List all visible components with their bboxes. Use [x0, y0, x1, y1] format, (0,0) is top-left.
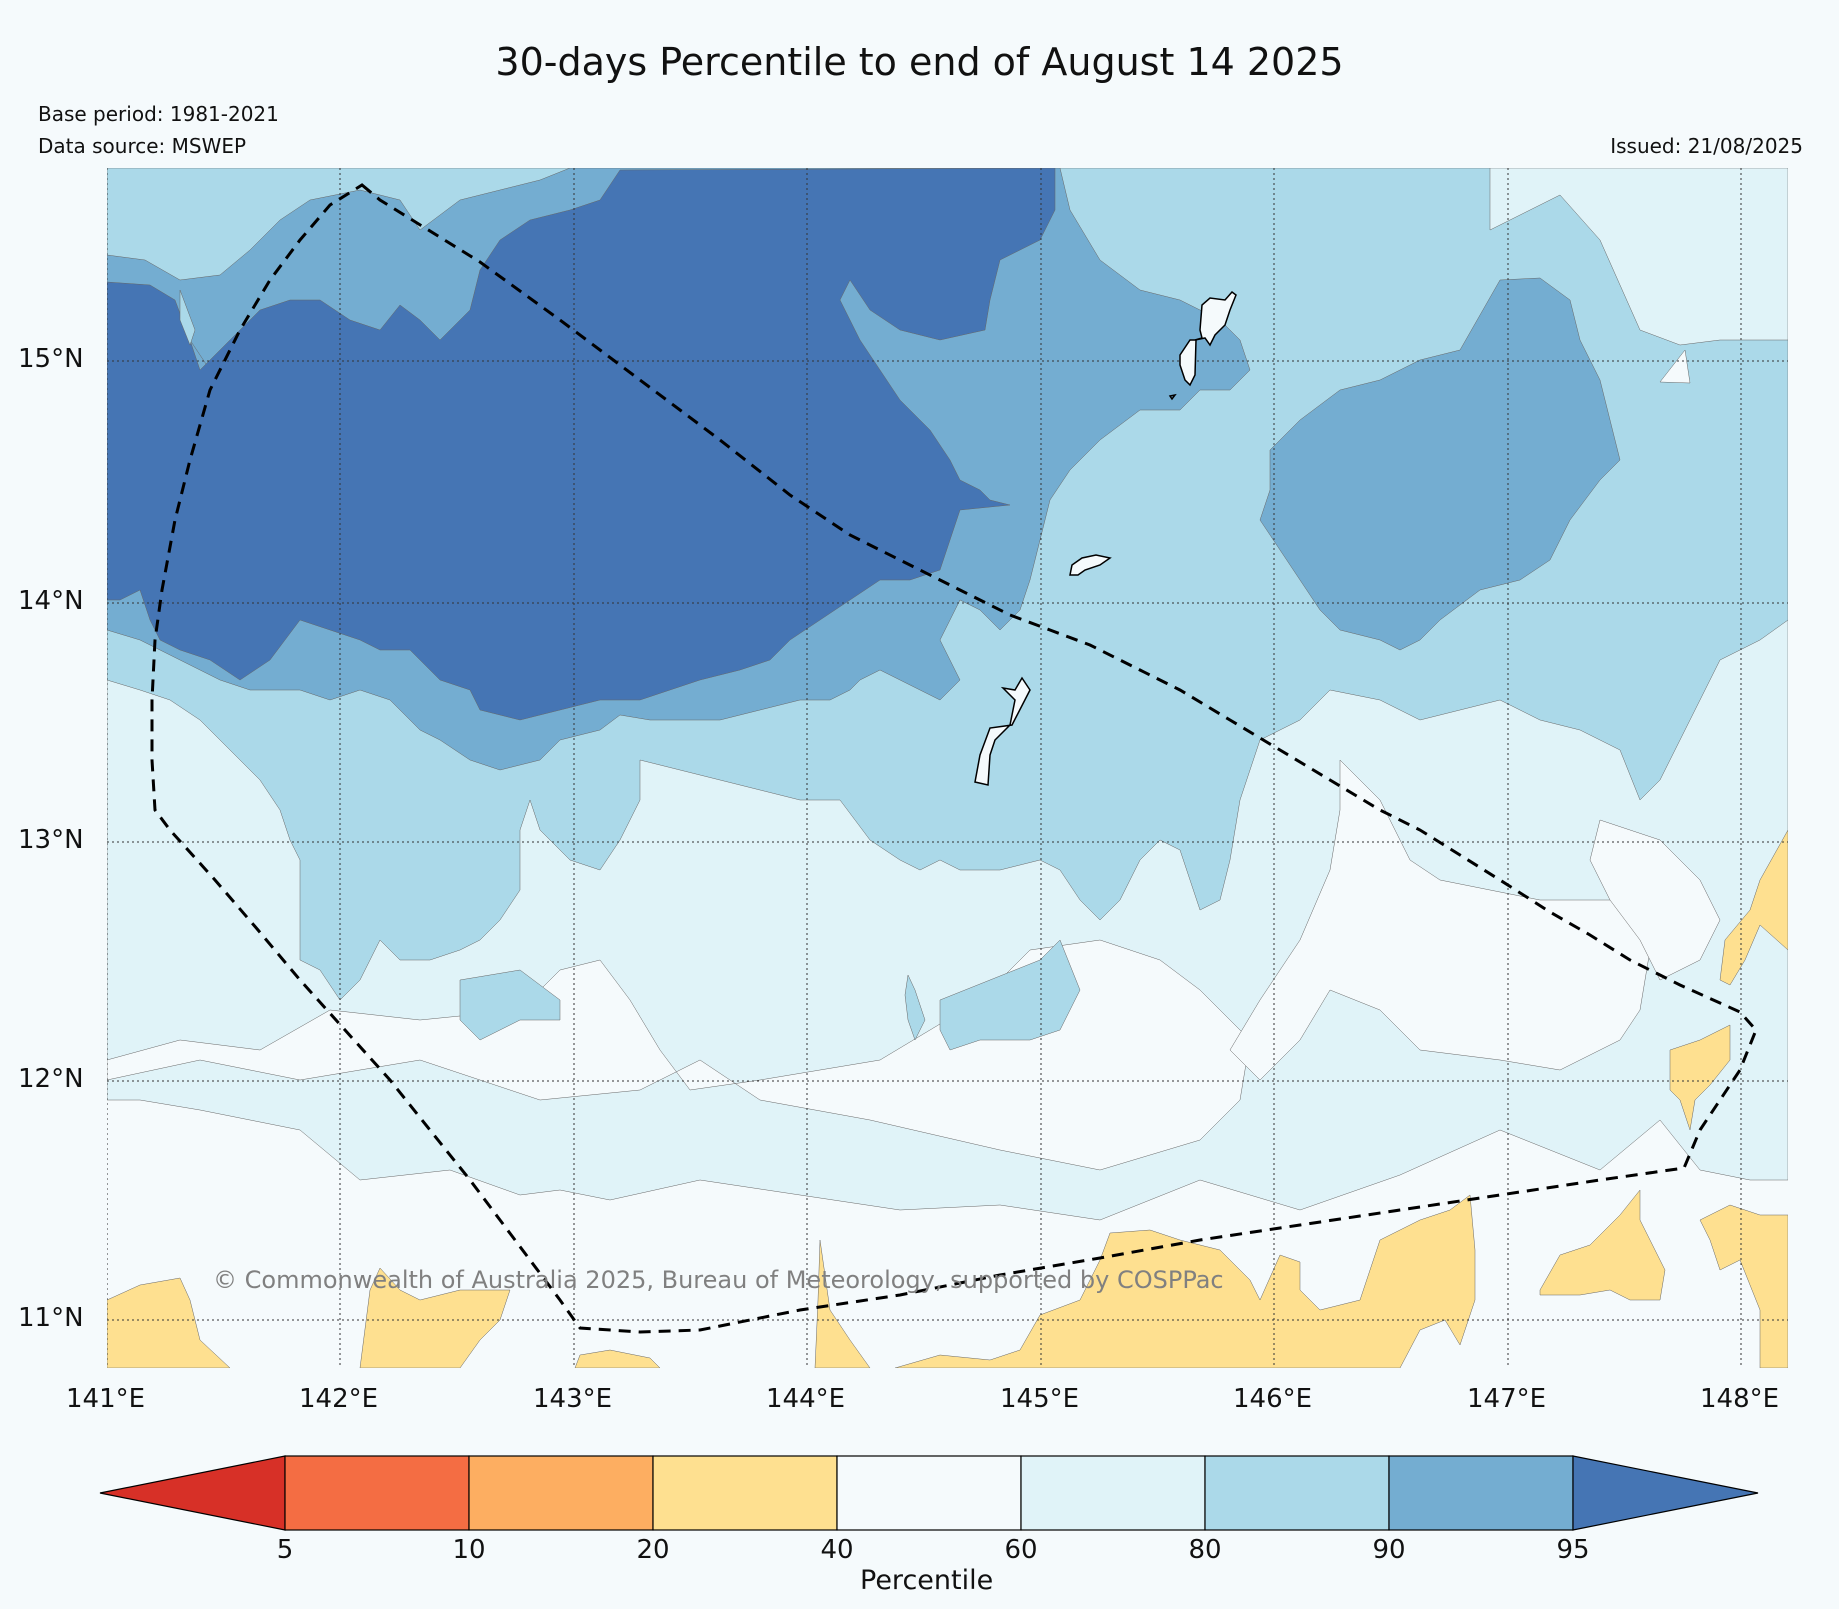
contour-20-40-south-4 [894, 1194, 1476, 1368]
colorbar-band-60-80 [1020, 1455, 1206, 1531]
colorbar-band-80-90 [1204, 1455, 1390, 1531]
map-plot-area [107, 168, 1788, 1368]
issued-date-label: Issued: 21/08/2025 [1610, 134, 1803, 158]
base-period-label: Base period: 1981-2021 [38, 102, 279, 126]
colorbar-band-below-5 [99, 1455, 286, 1531]
lat-label-15: 15°N [18, 344, 84, 374]
island-rota [1069, 554, 1112, 576]
colorbar [99, 1455, 1759, 1531]
colorbar-band-10-20 [468, 1455, 654, 1531]
colorbar-title: Percentile [860, 1565, 994, 1596]
contour-90-95-east [1259, 277, 1621, 651]
lat-label-13: 13°N [18, 825, 84, 855]
lon-label-143: 143°E [533, 1384, 613, 1414]
contour-80-90-island-b [459, 969, 561, 1041]
island-outlines [974, 290, 1237, 786]
island-guam [974, 676, 1031, 786]
lon-label-146: 146°E [1233, 1384, 1313, 1414]
colorbar-tick-20: 20 [636, 1535, 670, 1565]
lat-label-12: 12°N [18, 1064, 84, 1094]
island-aguijan [1168, 393, 1177, 401]
contour-80-90-island-c [904, 974, 926, 1041]
contour-20-40-south-1 [359, 1267, 511, 1368]
colorbar-tick-10: 10 [452, 1535, 486, 1565]
lon-label-148: 148°E [1700, 1384, 1780, 1414]
map-title: 30-days Percentile to end of August 14 2… [495, 40, 1344, 84]
contour-above-95 [107, 168, 1056, 721]
island-tinian [1179, 339, 1197, 387]
contour-20-40-east-1 [1669, 1024, 1731, 1131]
lon-label-142: 142°E [299, 1384, 379, 1414]
eez-boundary [150, 183, 1758, 1334]
colorbar-band-20-40 [652, 1455, 838, 1531]
lat-label-11: 11°N [18, 1303, 84, 1333]
contour-40-60-east2 [1589, 819, 1721, 981]
lon-label-141: 141°E [66, 1384, 146, 1414]
map-gridlines [107, 168, 1788, 1368]
contour-20-40-east-2 [1719, 829, 1788, 986]
colorbar-band-above-95 [1572, 1455, 1759, 1531]
contour-20-40-south-west [107, 1277, 231, 1368]
contour-20-40-south-2 [574, 1349, 661, 1368]
copyright-notice: © Commonwealth of Australia 2025, Bureau… [213, 1266, 1224, 1294]
contour-80-90-patch-1 [179, 289, 196, 346]
contour-20-40-south-3 [814, 1239, 871, 1368]
lat-label-14: 14°N [18, 586, 84, 616]
colorbar-tick-95: 95 [1556, 1535, 1590, 1565]
colorbar-tick-40: 40 [820, 1535, 854, 1565]
contour-40-60-pocket [107, 939, 1251, 1171]
colorbar-band-90-95 [1388, 1455, 1574, 1531]
colorbar-tick-80: 80 [1188, 1535, 1222, 1565]
contour-60-80-patch-east [1489, 168, 1788, 346]
colorbar-band-40-60 [836, 1455, 1022, 1531]
contour-40-60-east [1229, 759, 1651, 1081]
lon-label-147: 147°E [1467, 1384, 1547, 1414]
colorbar-band-5-10 [284, 1455, 470, 1531]
island-saipan [1194, 290, 1237, 347]
colorbar-tick-5: 5 [276, 1535, 294, 1565]
colorbar-tick-60: 60 [1004, 1535, 1038, 1565]
data-source-label: Data source: MSWEP [38, 134, 247, 158]
colorbar-tick-90: 90 [1372, 1535, 1406, 1565]
contour-20-40-south-5 [1539, 1189, 1666, 1301]
lon-label-144: 144°E [766, 1384, 846, 1414]
lon-label-145: 145°E [1000, 1384, 1080, 1414]
contour-20-40-south-6 [1699, 1204, 1788, 1368]
contour-80-90-island-a [939, 939, 1081, 1051]
contour-40-60-patch [1659, 349, 1691, 384]
